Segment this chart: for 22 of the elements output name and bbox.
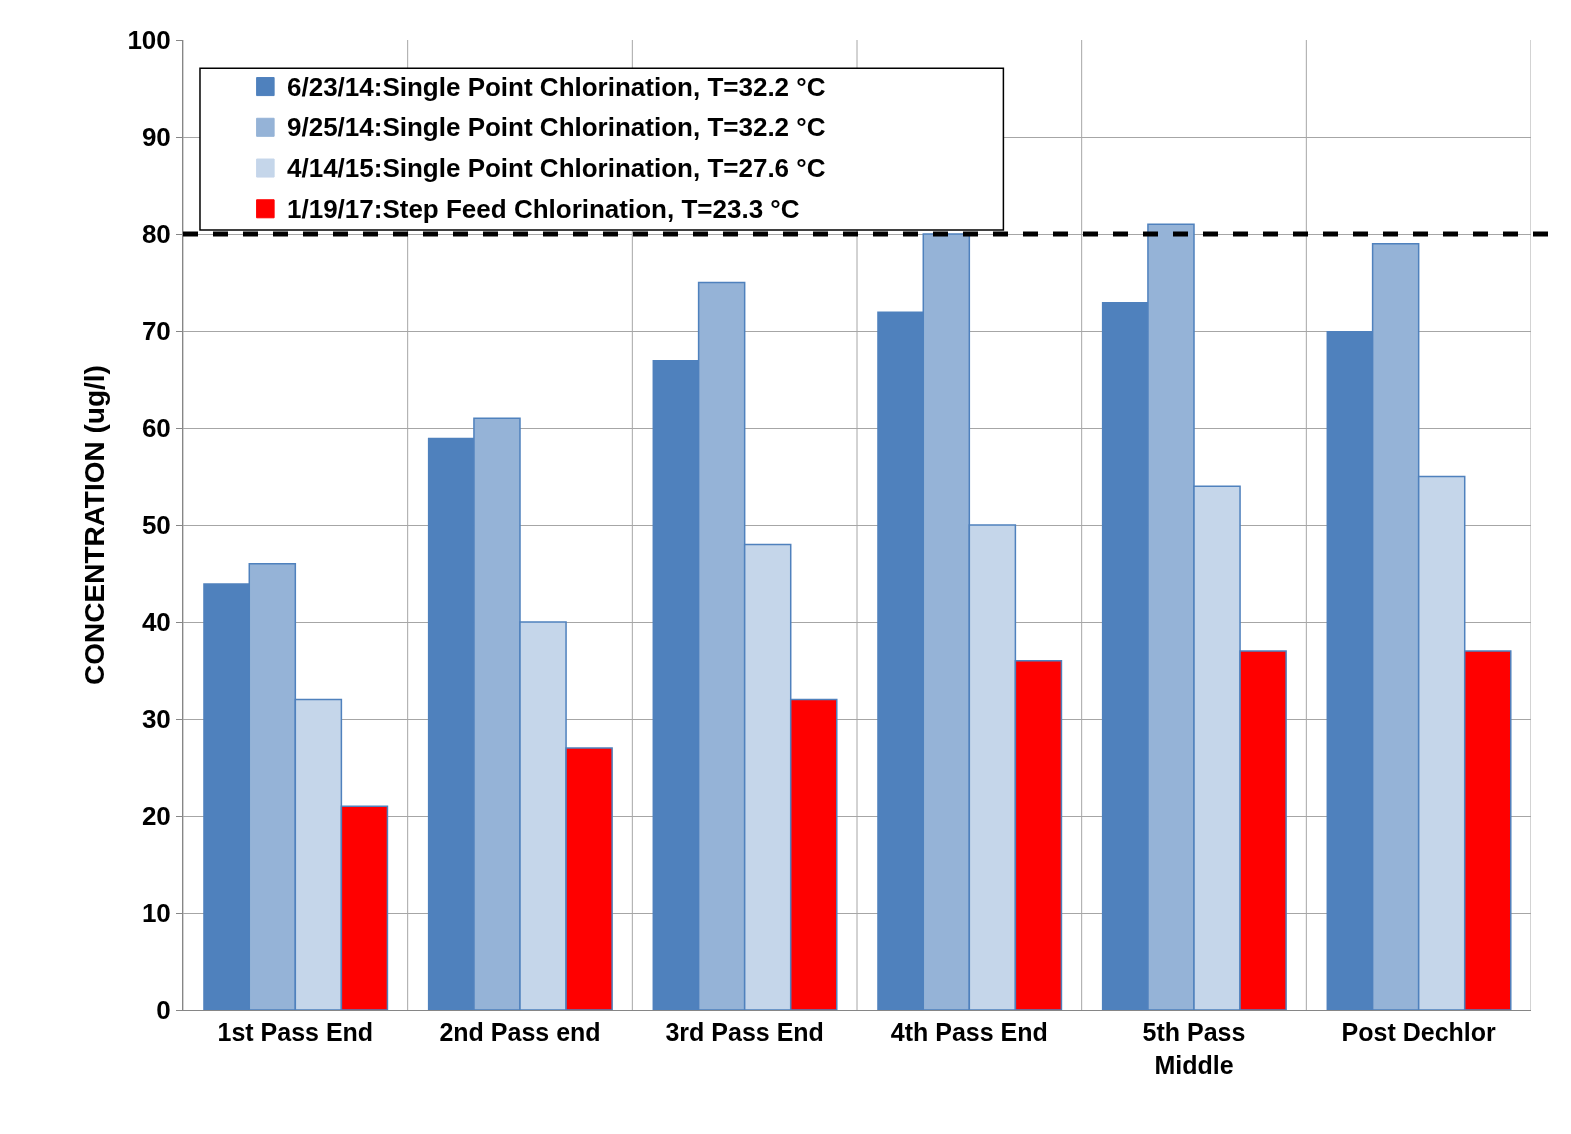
y-tick-label: 60	[141, 413, 171, 444]
y-tick-label: 70	[141, 316, 171, 347]
y-tick-label: 80	[141, 219, 171, 250]
x-tick-label: Post Dechlor	[1341, 1018, 1497, 1046]
y-tick-label: 90	[141, 122, 171, 153]
y-tick-label: 30	[141, 704, 171, 735]
x-tick-label: 2nd Pass end	[439, 1018, 601, 1046]
legend-label: 9/25/14:Single Point Chlorination, T=32.2 °C	[287, 112, 826, 142]
legend-label: 6/23/14:Single Point Chlorination, T=32.2 °C	[287, 72, 826, 102]
x-tick-label: 5th Pass Middle	[1142, 1018, 1246, 1079]
x-tick-label: 3rd Pass End	[665, 1018, 824, 1046]
y-axis-title: CONCENTRATION (ug/l)	[79, 365, 111, 685]
legend-label: 4/14/15:Single Point Chlorination, T=27.6 °C	[287, 153, 826, 183]
y-tick-label: 40	[141, 607, 171, 638]
x-tick-label: 4th Pass End	[890, 1018, 1048, 1046]
x-tick-label: 1st Pass End	[217, 1018, 374, 1046]
y-tick-label: 20	[141, 801, 171, 832]
legend-label: 1/19/17:Step Feed Chlorination, T=23.3 °C	[287, 194, 800, 224]
y-tick-label: 10	[141, 898, 171, 929]
y-tick-label: 100	[127, 25, 171, 56]
y-tick-label: 50	[141, 510, 171, 541]
y-tick-label: 0	[156, 995, 171, 1026]
